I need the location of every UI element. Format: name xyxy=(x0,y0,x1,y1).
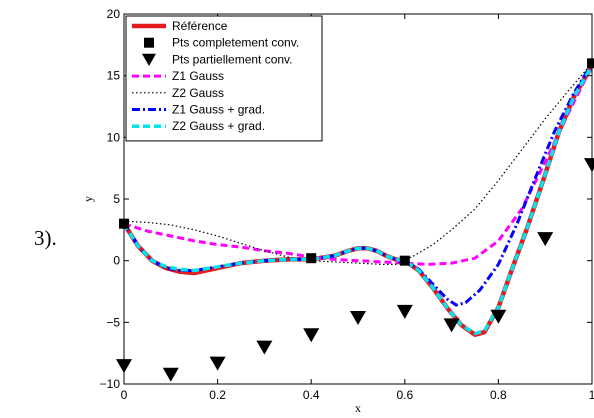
series-1-square-point xyxy=(587,58,594,69)
series-6-line xyxy=(124,64,592,336)
series-2-triangle-point xyxy=(396,304,413,319)
legend-swatch xyxy=(144,37,154,48)
legend-swatch xyxy=(142,53,156,67)
series-2-triangle-point xyxy=(537,232,554,247)
y-tick-label: 20 xyxy=(107,7,121,21)
legend-entry-label: Z2 Gauss xyxy=(172,86,224,100)
x-tick-label: 1 xyxy=(589,388,594,402)
series-2-triangle-point xyxy=(490,309,507,324)
series-2-triangle-point xyxy=(162,367,179,382)
series-1-square-point xyxy=(399,255,410,266)
legend-box xyxy=(125,15,323,142)
ticks-layer: 0 0.2 0.4 0.6 0.8 1 −10 −5 0 5 10 15 20 xyxy=(100,7,594,402)
legend-entry-label: Z1 Gauss xyxy=(172,69,224,83)
x-axis-label: x xyxy=(355,401,361,415)
series-2-triangle-point xyxy=(443,318,460,333)
legend-entry-label: Référence xyxy=(172,19,228,33)
y-tick-label: 15 xyxy=(107,69,121,83)
x-tick-label: 0.6 xyxy=(396,388,413,402)
legend-entry-label: Pts partiellement conv. xyxy=(172,52,293,66)
series-2-triangle-point xyxy=(209,356,226,371)
legend-entry-label: Z2 Gauss + grad. xyxy=(172,119,265,133)
y-axis-label: y xyxy=(81,196,95,202)
series-2-triangle-point xyxy=(256,340,273,355)
x-tick-label: 0.8 xyxy=(490,388,507,402)
series-2-triangle-point xyxy=(350,311,366,325)
series-3-line xyxy=(124,65,592,266)
series-layer xyxy=(116,58,594,382)
x-tick-label: 0.2 xyxy=(209,388,226,402)
y-tick-label: −10 xyxy=(100,377,121,391)
y-tick-label: −5 xyxy=(106,315,120,329)
x-tick-label: 0.4 xyxy=(303,388,320,402)
legend-entry-label: Z1 Gauss + grad. xyxy=(172,103,265,117)
legend: Référence Pts completement conv. Pts parti… xyxy=(125,15,323,142)
series-2-triangle-point xyxy=(303,328,320,343)
y-tick-label: 10 xyxy=(107,130,121,144)
figure-prefix-label: 3). xyxy=(34,226,57,250)
x-tick-label: 0 xyxy=(121,388,128,402)
series-1-square-point xyxy=(306,253,317,264)
y-tick-label: 5 xyxy=(113,192,120,206)
legend-entry-label: Pts completement conv. xyxy=(172,36,299,50)
y-tick-label: 0 xyxy=(113,254,120,268)
